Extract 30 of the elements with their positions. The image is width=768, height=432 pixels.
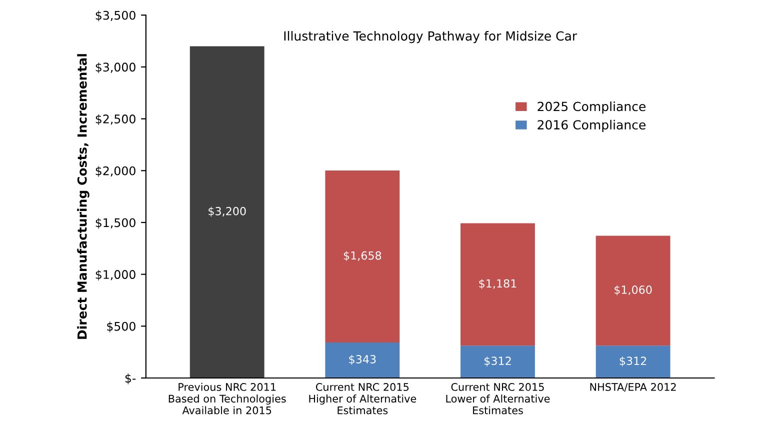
data-label: $312 [620, 356, 646, 367]
y-tick-label: $2,000 [96, 166, 136, 177]
y-tick-label: $1,500 [96, 218, 136, 229]
bar [325, 342, 400, 378]
bar [460, 223, 535, 346]
y-tick-label: $3,000 [96, 62, 136, 74]
data-label: $3,200 [208, 206, 246, 217]
y-tick-label: $- [125, 374, 136, 384]
text: Illustrative Technology Pathway for Midsize Car [284, 31, 578, 44]
legend-label: 2025 Compliance [538, 102, 646, 114]
y-tick-label: $2,500 [96, 114, 136, 126]
data-label: $312 [484, 356, 511, 367]
bar [325, 170, 400, 342]
bar [190, 46, 264, 378]
bar [460, 346, 535, 378]
y-axis-title: Direct Manufacturing Costs, Incremental [77, 54, 90, 339]
data-label: $1,181 [479, 279, 516, 290]
y-tick-label: $3,500 [96, 10, 136, 22]
bar [596, 346, 670, 378]
data-label: $1,060 [614, 285, 652, 296]
x-tick-label: NHSTA/EPA 2012 [590, 383, 676, 392]
legend-label: 2016 Compliance [538, 120, 646, 132]
x-tick-label: Current NRC 2015 Higher of Alternative Estimates [309, 383, 416, 414]
y-tick-label: $1,000 [96, 270, 136, 281]
bar [596, 236, 670, 346]
y-tick-label: $500 [107, 322, 136, 332]
x-tick-label: Previous NRC 2011 Based on Technologies Available in 2015 [168, 382, 286, 414]
data-label: $343 [349, 354, 376, 365]
data-label: $1,658 [344, 251, 382, 262]
x-tick-label: Current NRC 2015 Lower of Alternative Estimates [446, 383, 550, 414]
